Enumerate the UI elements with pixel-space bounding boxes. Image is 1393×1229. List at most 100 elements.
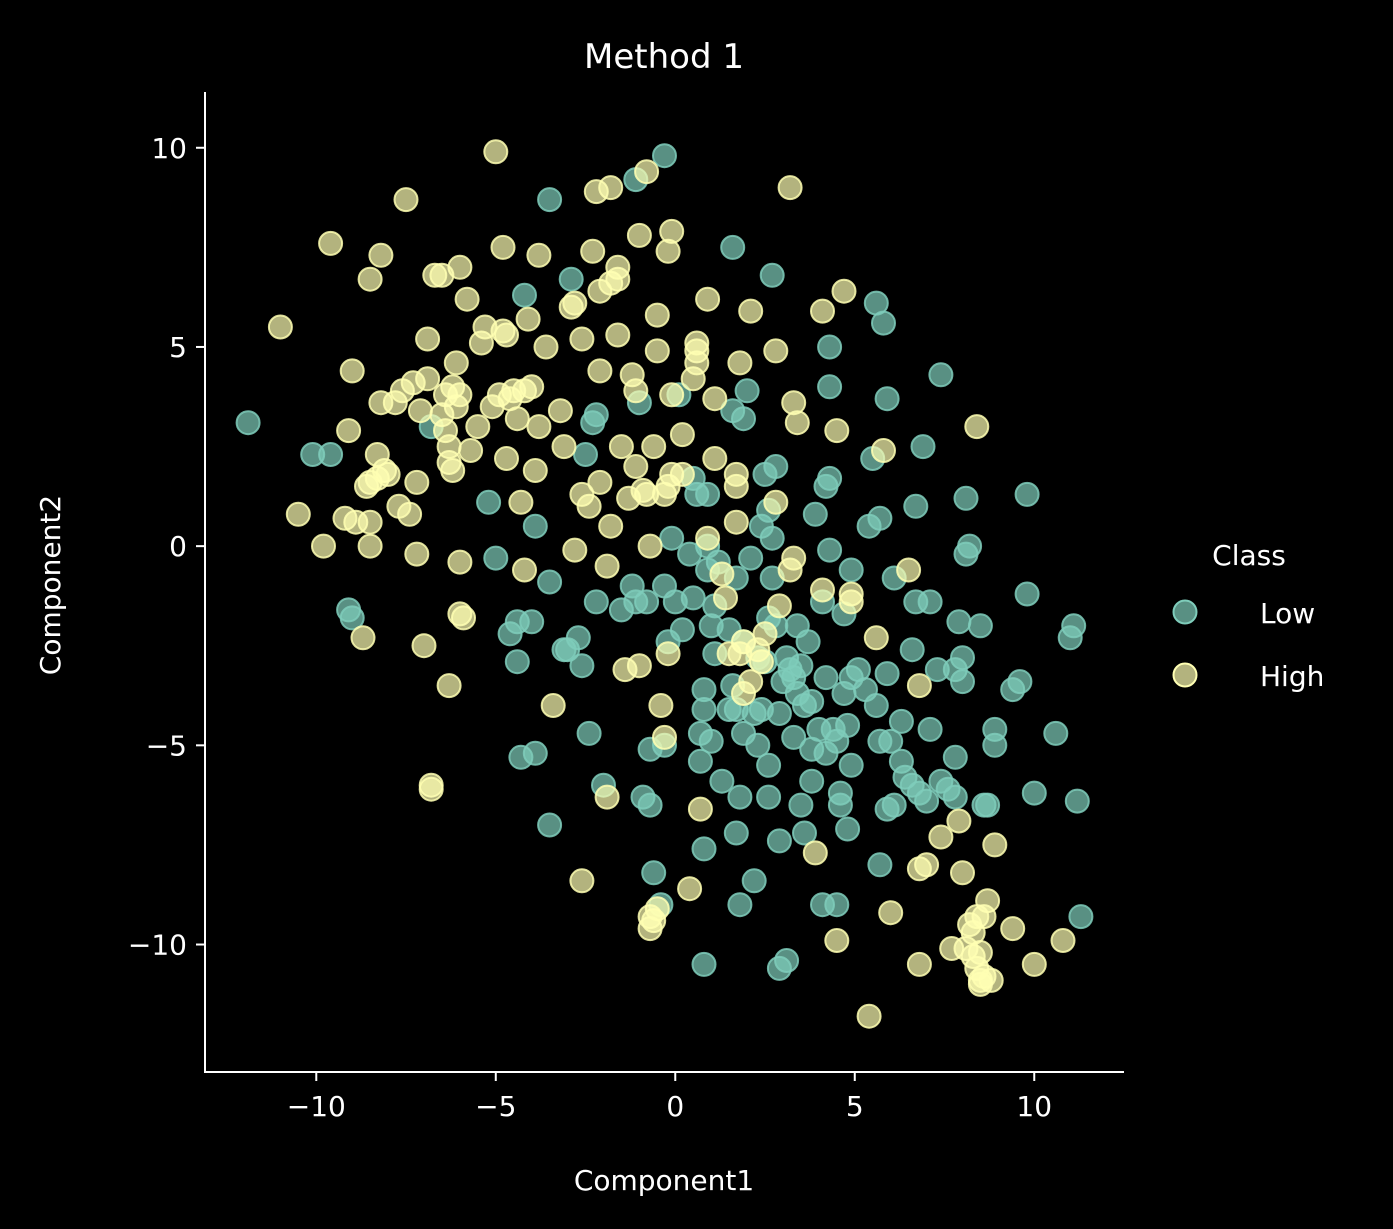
scatter-point-low: [759, 525, 785, 551]
scatter-point-high: [526, 414, 552, 440]
scatter-point-high: [626, 222, 652, 248]
scatter-point-low: [799, 689, 825, 714]
scatter-point-high: [838, 581, 864, 607]
legend-title: Class: [1212, 539, 1286, 572]
scatter-point-low: [756, 752, 782, 778]
scatter-point-low: [569, 653, 595, 679]
scatter-point-high: [339, 358, 365, 384]
scatter-point-low: [903, 493, 929, 519]
scatter-point-high: [946, 808, 972, 834]
scatter-point-high: [784, 410, 810, 436]
scatter-point-high: [871, 438, 896, 463]
scatter-point-high: [540, 693, 566, 718]
scatter-point-high: [914, 852, 940, 878]
scatter-point-high: [357, 533, 383, 559]
y-ticks: −10 −5 0 5 10: [128, 132, 205, 962]
scatter-point-high: [878, 900, 904, 926]
x-tick-label: −5: [475, 1090, 516, 1123]
scatter-point-high: [1050, 928, 1076, 953]
scatter-point-high: [350, 625, 376, 651]
scatter-point-high: [458, 438, 484, 463]
scatter-point-low: [957, 533, 983, 559]
scatter-point-low: [756, 784, 782, 810]
scatter-point-low: [942, 784, 968, 810]
scatter-point-low: [537, 569, 563, 595]
scatter-point-low: [727, 892, 753, 918]
scatter-point-high: [723, 473, 749, 499]
points-layer: [235, 139, 1094, 1029]
scatter-point-high: [928, 824, 954, 850]
scatter-point-high: [418, 776, 444, 802]
scatter-point-high: [443, 350, 469, 376]
scatter-point-low: [339, 605, 365, 631]
scatter-point-low: [838, 557, 864, 583]
scatter-point-low: [519, 609, 545, 635]
scatter-point-low: [838, 752, 864, 778]
scatter-point-low: [817, 374, 843, 400]
scatter-point-high: [598, 175, 624, 201]
scatter-point-high: [357, 509, 383, 535]
scatter-point-high: [440, 458, 466, 483]
scatter-point-low: [720, 234, 746, 260]
scatter-point-low: [975, 792, 1001, 818]
scatter-point-high: [709, 561, 735, 587]
scatter-point-high: [436, 673, 462, 699]
scatter-point-high: [605, 266, 631, 292]
scatter-point-low: [576, 720, 602, 746]
scatter-point-high: [684, 330, 710, 356]
scatter-point-high: [436, 434, 462, 460]
scatter-point-high: [641, 434, 667, 460]
scatter-point-high: [465, 414, 491, 440]
y-tick-label: −5: [146, 729, 187, 762]
x-tick-label: 0: [666, 1090, 684, 1123]
scatter-point-low: [512, 282, 537, 308]
scatter-point-high: [856, 1003, 882, 1029]
scatter-point-high: [659, 382, 685, 408]
scatter-point-high: [623, 454, 649, 479]
scatter-point-high: [598, 513, 624, 539]
scatter-point-low: [738, 545, 764, 571]
scatter-point-low: [652, 143, 677, 169]
y-tick-label: 10: [151, 132, 187, 165]
scatter-point-high: [967, 940, 993, 965]
scatter-point-low: [741, 868, 767, 894]
scatter-point-low: [1007, 669, 1033, 695]
scatter-point-high: [896, 557, 922, 583]
scatter-point-high: [504, 406, 530, 432]
scatter-point-high: [752, 621, 778, 647]
scatter-point-low: [680, 585, 706, 611]
scatter-point-high: [533, 334, 559, 360]
scatter-point-high: [562, 537, 588, 563]
scatter-point-high: [547, 398, 573, 424]
scatter-point-high: [669, 461, 695, 487]
scatter-point-high: [723, 509, 749, 535]
scatter-point-low: [792, 820, 817, 846]
scatter-point-high: [669, 422, 695, 448]
scatter-point-low: [727, 784, 753, 810]
scatter-point-low: [967, 613, 993, 639]
scatter-point-low: [917, 716, 943, 742]
scatter-point-high: [551, 434, 577, 460]
scatter-point-high: [415, 366, 441, 392]
y-tick-label: −10: [128, 929, 187, 962]
scatter-point-low: [763, 454, 789, 479]
scatter-point-high: [580, 238, 606, 264]
scatter-point-high: [404, 541, 430, 567]
x-axis-label: Component1: [574, 1164, 754, 1197]
y-tick-label: 0: [169, 530, 187, 563]
legend: Class Low High: [1172, 539, 1324, 693]
scatter-point-high: [576, 493, 602, 519]
scatter-point-high: [652, 724, 677, 750]
scatter-point-high: [447, 549, 473, 575]
scatter-point-high: [454, 286, 480, 312]
scatter-point-low: [565, 625, 591, 651]
scatter-point-low: [583, 589, 609, 615]
scatter-point-low: [723, 820, 749, 846]
scatter-point-low: [687, 748, 713, 774]
scatter-point-high: [415, 326, 441, 352]
scatter-point-high: [494, 322, 519, 348]
scatter-point-low: [863, 693, 889, 718]
